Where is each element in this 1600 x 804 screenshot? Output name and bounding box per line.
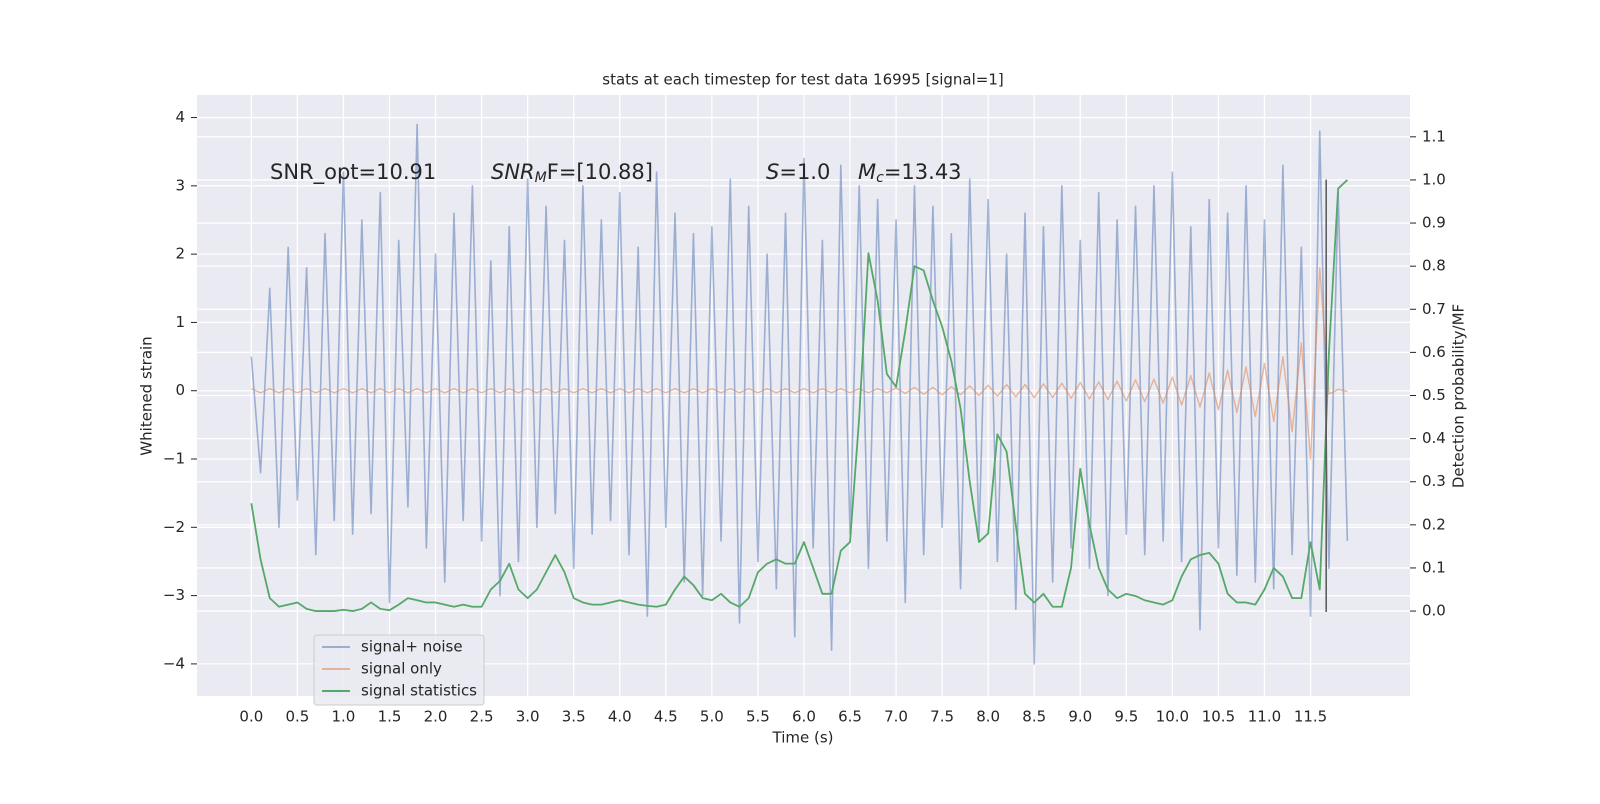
x-tick-label: 0.0 [239,708,263,726]
y2-tick-label: 0.2 [1422,515,1446,533]
x-tick-label: 1.0 [332,708,356,726]
x-tick-label: 1.5 [378,708,402,726]
y-axis-label: Whitened strain [138,336,156,455]
x-tick-label: 8.0 [976,708,1000,726]
series-line [250,179,1348,612]
annotation-part: c [876,170,884,186]
legend-label: signal only [361,660,442,678]
y-tick-label: 1 [175,313,185,331]
x-tick-label: 10.5 [1202,708,1235,726]
chart-title: stats at each timestep for test data 169… [602,71,1003,89]
x-tick-label: 5.5 [746,708,770,726]
y-tick-label: 3 [175,176,185,194]
y2-tick-label: 0.1 [1422,558,1446,576]
x-tick-label: 6.5 [838,708,862,726]
x-tick-label: 3.0 [516,708,540,726]
series-line [251,267,1348,460]
annotation-part: M [858,160,876,184]
x-tick-label: 10.0 [1156,708,1189,726]
y-tick-label: 4 [175,108,185,126]
annotation-part: SNR [491,160,535,184]
x-tick-label: 11.5 [1294,708,1327,726]
y2-tick-label: 0.7 [1422,300,1446,318]
x-tick-label: 2.5 [470,708,494,726]
y2-tick-label: 0.8 [1422,257,1446,275]
x-tick-label: 9.0 [1068,708,1092,726]
annotation-part: =13.43 [884,160,962,184]
y-tick-label: 0 [175,381,185,399]
series-line [250,123,1349,665]
y-tick-label: −4 [163,654,185,672]
y2-tick-label: 0.3 [1422,472,1446,490]
legend-label: signal statistics [361,682,477,700]
annotation-part: M [535,170,547,186]
x-tick-label: 4.5 [654,708,678,726]
y2-axis-label: Detection probability/MF [1450,304,1468,488]
y-tick-label: −1 [163,450,185,468]
annotation: S=1.0 [766,160,830,184]
y2-tick-label: 0.0 [1422,602,1446,620]
y2-tick-label: 1.0 [1422,170,1446,188]
y2-tick-label: 0.9 [1422,214,1446,232]
x-tick-label: 7.5 [930,708,954,726]
y2-tick-label: 1.1 [1422,127,1446,145]
x-tick-label: 0.5 [285,708,309,726]
x-tick-label: 4.0 [608,708,632,726]
annotation-part: F=[10.88] [547,160,653,184]
y-tick-label: −2 [163,518,185,536]
annotation: SNRMF=[10.88] [491,160,653,186]
legend [313,634,485,706]
y2-tick-label: 0.5 [1422,386,1446,404]
legend-label: signal+ noise [361,638,463,656]
x-tick-label: 3.5 [562,708,586,726]
y-tick-label: −3 [163,586,185,604]
annotation: Mc=13.43 [858,160,962,186]
annotation-part: S [766,160,779,184]
y-tick-label: 2 [175,245,185,263]
x-tick-label: 8.5 [1022,708,1046,726]
y2-tick-label: 0.4 [1422,429,1446,447]
x-tick-label: 5.0 [700,708,724,726]
y2-tick-label: 0.6 [1422,343,1446,361]
x-tick-label: 2.0 [424,708,448,726]
annotation-part: SNR_opt=10.91 [270,160,436,185]
x-tick-label: 7.0 [884,708,908,726]
x-tick-label: 6.0 [792,708,816,726]
annotation-part: =1.0 [779,160,830,184]
x-tick-label: 11.0 [1248,708,1281,726]
x-tick-label: 9.5 [1114,708,1138,726]
x-axis-label: Time (s) [772,729,834,747]
annotation: SNR_opt=10.91 [270,160,436,185]
